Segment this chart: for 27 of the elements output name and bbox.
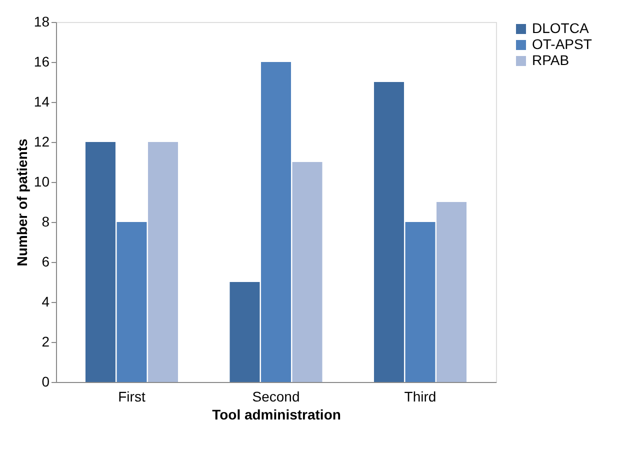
bar — [148, 142, 178, 382]
y-tick-label: 14 — [34, 94, 50, 110]
x-tick-label: Second — [252, 388, 300, 404]
bar — [261, 62, 291, 382]
bar — [116, 222, 147, 382]
y-tick-label: 6 — [42, 254, 50, 270]
y-tick-label: 0 — [42, 374, 50, 390]
bar — [436, 202, 467, 382]
y-tick-label: 8 — [42, 214, 50, 230]
y-tick-label: 10 — [34, 174, 50, 190]
bar — [230, 282, 260, 382]
y-tick-label: 12 — [34, 134, 50, 150]
y-tick-label: 2 — [42, 334, 50, 350]
x-tick-label: Third — [404, 388, 436, 404]
y-axis-title: Number of patients — [14, 138, 30, 266]
x-axis-title: Tool administration — [212, 406, 341, 422]
bar — [85, 142, 116, 382]
legend-label: RPAB — [532, 52, 570, 68]
bar — [292, 162, 322, 382]
y-tick-label: 16 — [34, 54, 50, 70]
y-tick-label: 4 — [42, 294, 50, 310]
bar — [374, 82, 404, 382]
legend-label: OT-APST — [532, 36, 592, 52]
bar — [405, 222, 436, 382]
x-tick-label: First — [118, 388, 146, 404]
legend-label: DLOTCA — [532, 20, 590, 36]
y-tick-label: 18 — [34, 14, 50, 30]
